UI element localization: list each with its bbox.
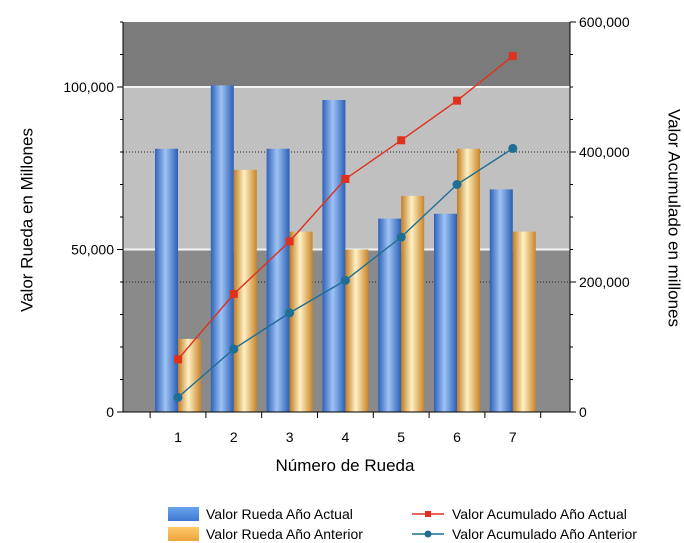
- marker-acumulado-anterior-4: [340, 275, 350, 285]
- y2-tick-label-2: 400,000: [579, 144, 630, 160]
- legend-marker-3: [424, 530, 432, 538]
- legend-item-3: Valor Acumulado Año Anterior: [412, 526, 637, 542]
- marker-acumulado-actual-5: [397, 136, 406, 145]
- bars: [155, 85, 536, 412]
- y2-tick-label-3: 600,000: [579, 14, 630, 30]
- y2-axis-title: Valor Acumulado en millones: [665, 109, 684, 327]
- lines: [173, 52, 518, 402]
- bar-actual-5: [378, 218, 402, 412]
- bar-actual-2: [210, 85, 234, 412]
- legend-swatch-0: [168, 507, 199, 521]
- y2-tick-label-1: 200,000: [579, 274, 630, 290]
- y-tick-label-2: 100,000: [63, 79, 114, 95]
- legend-label-1: Valor Rueda Año Anterior: [206, 526, 363, 542]
- legend-marker-2: [425, 511, 431, 517]
- legend-label-3: Valor Acumulado Año Anterior: [452, 526, 637, 542]
- bar-anterior-2: [233, 169, 257, 412]
- bar-anterior-3: [289, 231, 313, 412]
- marker-acumulado-actual-2: [229, 290, 238, 299]
- bar-anterior-4: [345, 249, 369, 412]
- axes: 0 50,000 100,000 0 200,000 400,000 600,000 1 2 3 4…: [63, 14, 629, 445]
- x-axis-title: Número de Rueda: [276, 456, 415, 475]
- marker-acumulado-actual-3: [285, 237, 294, 246]
- x-tick-label-2: 2: [230, 429, 238, 445]
- x-tick-label-7: 7: [509, 429, 517, 445]
- marker-acumulado-actual-4: [341, 174, 350, 183]
- legend-swatch-1: [168, 527, 199, 541]
- x-tick-label-3: 3: [286, 429, 294, 445]
- bar-actual-7: [489, 189, 513, 412]
- bar-anterior-6: [457, 148, 480, 412]
- marker-acumulado-actual-6: [453, 96, 461, 105]
- bar-anterior-1: [178, 338, 201, 412]
- legend-item-2: Valor Acumulado Año Actual: [412, 506, 627, 522]
- marker-acumulado-anterior-6: [452, 180, 462, 189]
- bar-anterior-5: [401, 195, 425, 412]
- marker-acumulado-anterior-1: [173, 392, 183, 402]
- y-tick-label-0: 0: [106, 404, 114, 420]
- marker-acumulado-anterior-2: [229, 344, 239, 354]
- x-tick-label-1: 1: [174, 429, 182, 445]
- legend-item-1: Valor Rueda Año Anterior: [168, 526, 363, 542]
- legend-item-0: Valor Rueda Año Actual: [168, 506, 353, 522]
- marker-acumulado-anterior-3: [285, 308, 295, 318]
- x-tick-label-6: 6: [453, 429, 461, 445]
- band-2: [123, 22, 570, 87]
- y-tick-label-1: 50,000: [71, 242, 114, 258]
- bar-anterior-7: [512, 231, 536, 412]
- marker-acumulado-anterior-7: [508, 143, 518, 153]
- bar-actual-6: [434, 213, 457, 412]
- bar-actual-4: [322, 100, 346, 412]
- x-tick-label-4: 4: [342, 429, 350, 445]
- y2-tick-label-0: 0: [579, 404, 587, 420]
- y-axis-title: Valor Rueda en Millones: [17, 128, 36, 312]
- x-tick-label-5: 5: [397, 429, 405, 445]
- legend-label-0: Valor Rueda Año Actual: [206, 506, 353, 522]
- legend-label-2: Valor Acumulado Año Actual: [452, 506, 627, 522]
- marker-acumulado-actual-1: [174, 355, 182, 364]
- marker-acumulado-actual-7: [508, 52, 517, 61]
- bar-actual-1: [155, 148, 178, 412]
- bar-actual-3: [266, 148, 290, 412]
- marker-acumulado-anterior-5: [396, 232, 406, 242]
- legend: Valor Rueda Año Actual Valor Rueda Año An…: [168, 506, 637, 542]
